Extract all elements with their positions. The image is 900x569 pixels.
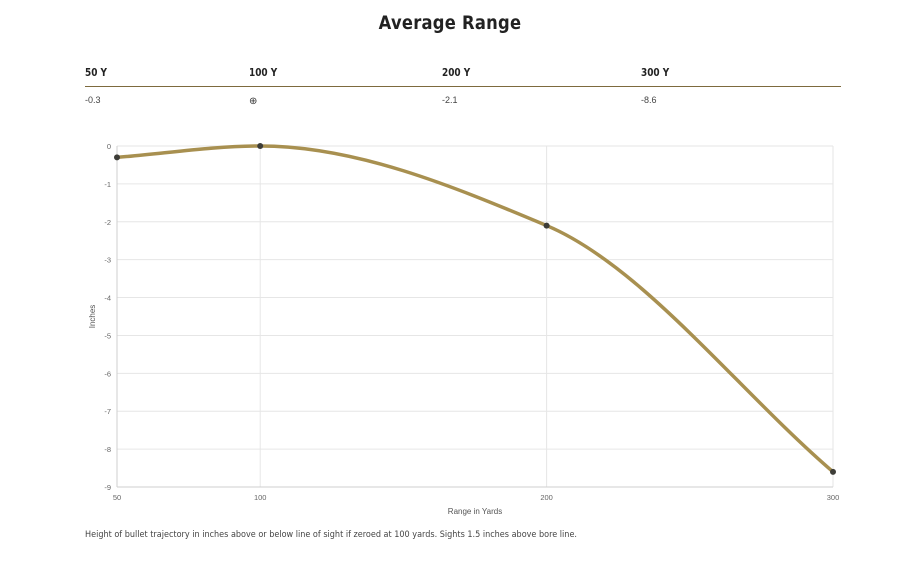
range-header-200: 200 Y <box>442 67 471 79</box>
data-point <box>543 222 550 229</box>
data-point <box>830 468 836 475</box>
y-tick-label: -4 <box>104 294 111 303</box>
x-axis-title: Range in Yards <box>448 507 502 516</box>
range-header-50: 50 Y <box>85 67 107 79</box>
y-tick-label: -1 <box>104 180 111 189</box>
footnote: Height of bullet trajectory in inches ab… <box>85 530 578 540</box>
range-table-header: 50 Y 100 Y 200 Y 300 Y <box>85 62 841 87</box>
range-value-300: -8.6 <box>641 95 657 105</box>
y-tick-label: -7 <box>104 407 111 416</box>
data-point <box>114 154 120 161</box>
data-point <box>257 143 264 149</box>
y-tick-label: -5 <box>104 331 111 340</box>
range-header-300: 300 Y <box>641 67 670 79</box>
x-tick-label: 50 <box>113 493 121 502</box>
y-tick-label: -6 <box>104 369 111 378</box>
range-table: 50 Y 100 Y 200 Y 300 Y -0.3 ⊕ -2.1 -8.6 <box>85 62 841 117</box>
y-tick-label: 0 <box>107 142 111 151</box>
x-tick-label: 300 <box>827 493 840 502</box>
crosshair-icon: ⊕ <box>249 96 258 107</box>
y-tick-label: -9 <box>104 483 111 492</box>
y-tick-label: -3 <box>104 256 111 265</box>
range-table-values: -0.3 ⊕ -2.1 -8.6 <box>85 87 841 117</box>
page-title: Average Range <box>378 12 522 34</box>
trajectory-line <box>115 144 835 474</box>
y-tick-label: -8 <box>104 445 111 454</box>
range-header-100: 100 Y <box>249 67 278 79</box>
y-axis-title: Inches <box>88 305 97 329</box>
x-tick-label: 200 <box>540 493 553 502</box>
range-value-50: -0.3 <box>85 95 101 105</box>
range-value-200: -2.1 <box>442 95 458 105</box>
y-tick-label: -2 <box>104 218 111 227</box>
x-tick-label: 100 <box>254 493 267 502</box>
